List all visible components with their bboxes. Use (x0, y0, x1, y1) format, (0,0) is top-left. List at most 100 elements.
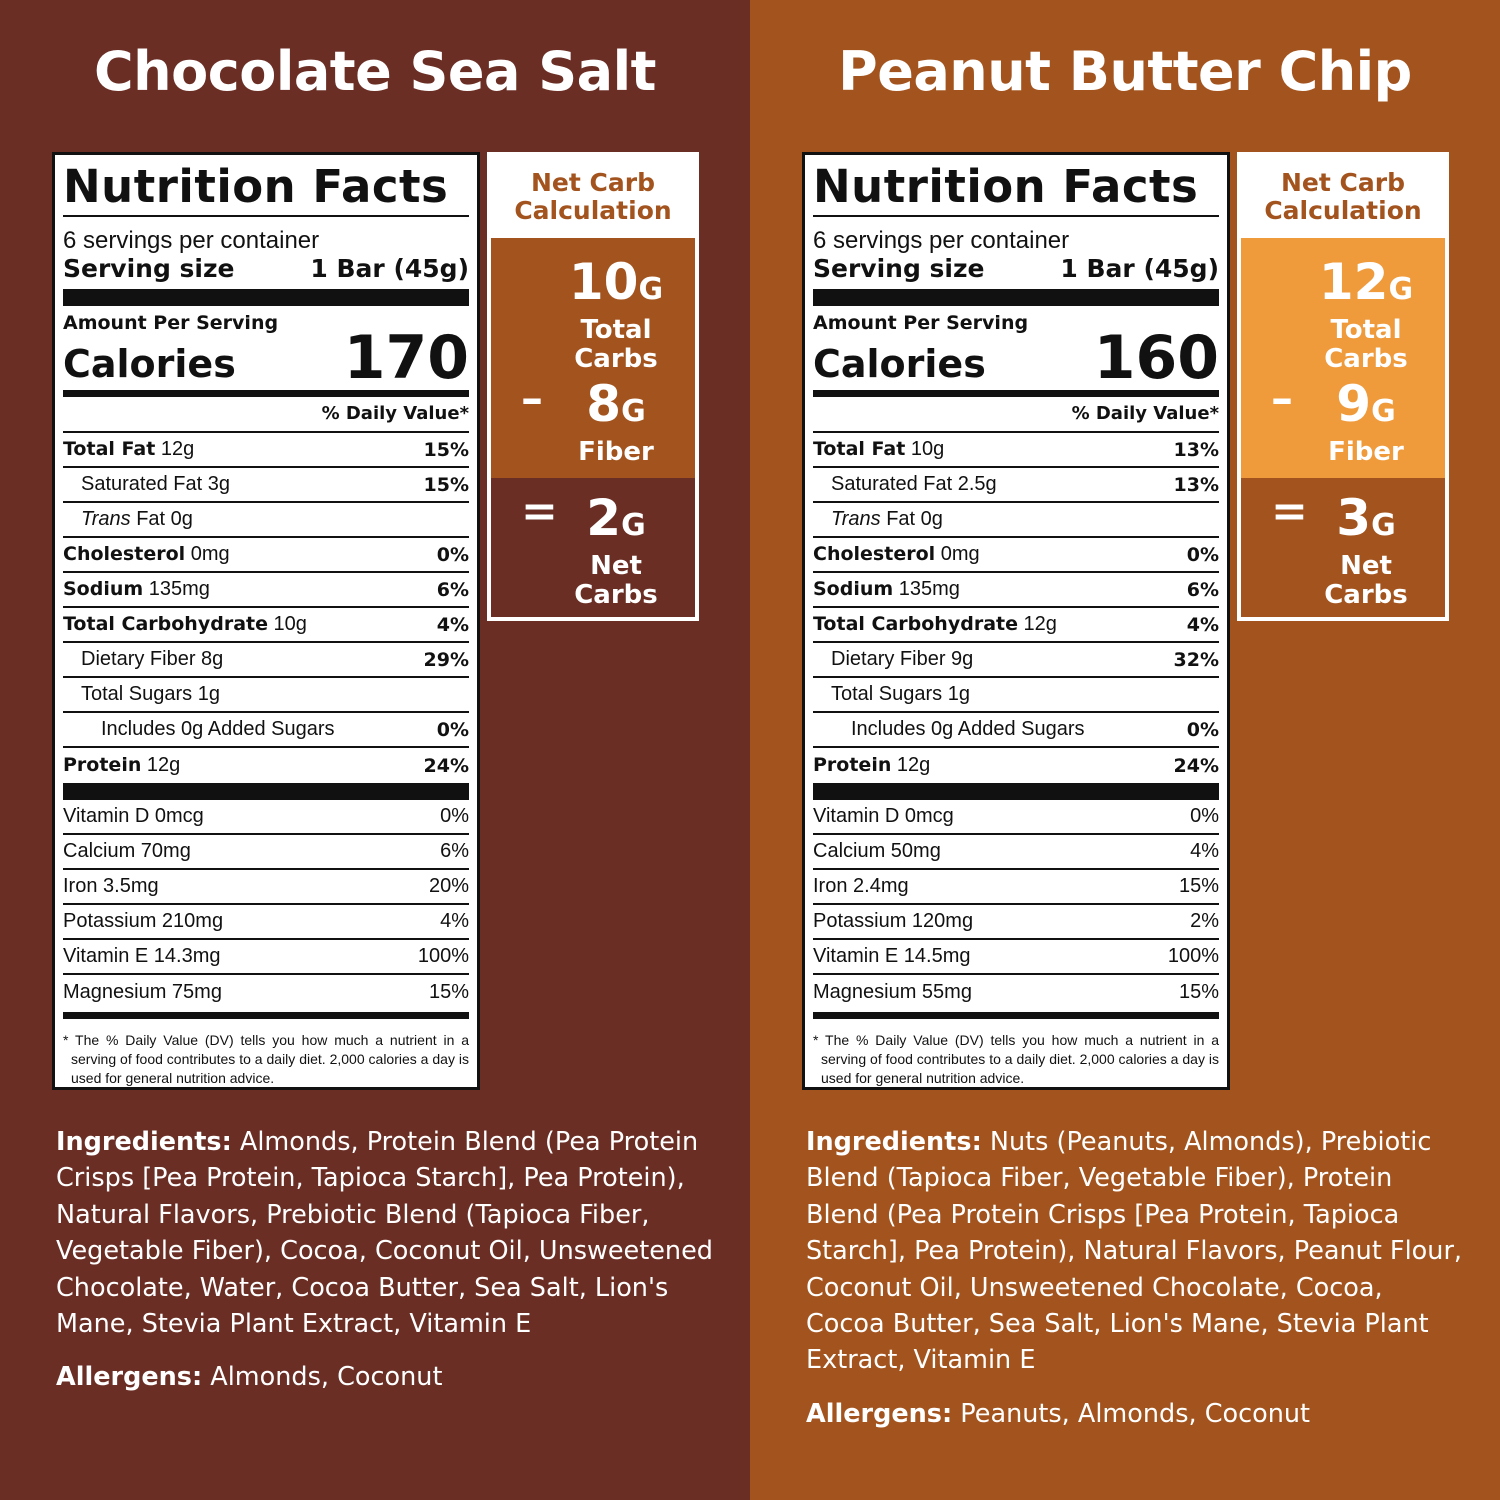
net-carb-calculation: Net Carb Calculation 12G Total Carbs – 9G… (1237, 152, 1449, 621)
nutrient-label: Cholesterol 0mg (63, 543, 230, 566)
nutrition-facts-title: Nutrition Facts (63, 159, 469, 217)
vitamin-amount: Calcium 50mg (813, 840, 941, 862)
fiber: 9G Fiber (1301, 378, 1431, 467)
allergens-label: Allergens: (56, 1362, 203, 1392)
calories-value: 170 (343, 323, 469, 393)
serving-size-label: Serving size (63, 254, 235, 283)
product-panel: Peanut Butter Chip Nutrition Facts 6 ser… (750, 0, 1500, 1500)
nutrient-row: Total Carbohydrate 10g 4% (63, 608, 469, 643)
daily-value: 13% (1173, 438, 1219, 461)
nutrient-name: Protein (813, 754, 892, 776)
daily-value: 6% (1186, 578, 1219, 601)
nutrient-amount: 135mg (148, 578, 210, 600)
amount-per-serving: Amount Per Serving (63, 312, 279, 334)
allergens-text: Almonds, Coconut (210, 1362, 443, 1392)
ingredients-label: Ingredients: (56, 1127, 232, 1157)
ingredients-text: Almonds, Protein Blend (Pea Protein Cris… (56, 1127, 713, 1340)
daily-value-header: % Daily Value* (63, 397, 469, 433)
daily-value: 6% (436, 578, 469, 601)
nutrient-label: Trans Fat 0g (63, 508, 193, 531)
daily-value: 100% (417, 945, 469, 967)
net-carb-heading: Net Carb Calculation (1264, 168, 1422, 225)
vitamin-amount: Calcium 70mg (63, 840, 191, 862)
vitamin-row: Potassium 210mg 4% (63, 905, 469, 940)
divider (813, 289, 1219, 306)
nutrient-name: Protein (63, 754, 142, 776)
daily-value: 0% (436, 718, 469, 741)
calories-label: Calories (63, 342, 236, 386)
vitamin-amount: Iron 2.4mg (813, 875, 909, 897)
vitamin-row: Iron 2.4mg 15% (813, 870, 1219, 905)
nutrient-italic: Trans (81, 508, 131, 530)
total-carbs-value: 10 (568, 253, 639, 311)
allergens: Allergens: Almonds, Coconut (56, 1359, 716, 1395)
vitamin-row: Potassium 120mg 2% (813, 905, 1219, 940)
vitamin-amount: Vitamin D 0mcg (813, 805, 954, 827)
vitamin-amount: Iron 3.5mg (63, 875, 159, 897)
total-carbs: 10G Total Carbs (551, 256, 681, 374)
nutrient-label: Dietary Fiber 9g (813, 648, 973, 671)
total-carbs-value: 12 (1318, 253, 1389, 311)
nutrient-label: Sodium 135mg (813, 578, 960, 601)
nutrient-label: Total Sugars 1g (813, 683, 970, 706)
nutrient-row: Includes 0g Added Sugars 0% (813, 713, 1219, 748)
nutrient-label: Total Fat 12g (63, 438, 194, 461)
serving-size: Serving size 1 Bar (45g) (63, 255, 469, 283)
nutrient-amount: 12g (896, 754, 931, 776)
allergens-label: Allergens: (806, 1399, 953, 1429)
nutrient-row: Dietary Fiber 8g 29% (63, 643, 469, 678)
servings-per-container: 6 servings per container (63, 227, 320, 254)
divider (63, 1012, 469, 1019)
ingredients: Ingredients: Nuts (Peanuts, Almonds), Pr… (806, 1124, 1466, 1379)
nutrient-name: Total Carbohydrate (813, 613, 1018, 635)
nutrient-row: Total Fat 10g 13% (813, 433, 1219, 468)
total-carbs-label: Total Carbs (574, 315, 658, 374)
vitamin-amount: Potassium 210mg (63, 910, 224, 932)
nutrient-row: Total Sugars 1g (813, 678, 1219, 713)
nutrient-name: Total Fat (63, 438, 156, 460)
unit: G (621, 394, 646, 429)
net-carbs-label: Net Carbs (1324, 551, 1408, 610)
nutrient-row: Dietary Fiber 9g 32% (813, 643, 1219, 678)
daily-value: 0% (1190, 805, 1219, 827)
nutrient-row: Includes 0g Added Sugars 0% (63, 713, 469, 748)
vitamin-row: Calcium 50mg 4% (813, 835, 1219, 870)
vitamin-row: Magnesium 75mg 15% (63, 975, 469, 1010)
nutrient-amount: 12g (146, 754, 181, 776)
fiber-label: Fiber (578, 437, 654, 467)
daily-value: 15% (423, 473, 469, 496)
divider (63, 783, 469, 800)
calories: Calories 160 (813, 328, 1219, 388)
daily-value: 100% (1167, 945, 1219, 967)
nutrient-amount: Total Sugars 1g (81, 683, 220, 705)
nutrient-italic: Trans (831, 508, 881, 530)
daily-value: 0% (440, 805, 469, 827)
equals-sign: = (1271, 486, 1308, 537)
daily-value: 6% (440, 840, 469, 862)
vitamin-row: Vitamin D 0mcg 0% (813, 800, 1219, 835)
vitamin-row: Iron 3.5mg 20% (63, 870, 469, 905)
allergens: Allergens: Peanuts, Almonds, Coconut (806, 1396, 1466, 1432)
vitamin-row: Vitamin E 14.3mg 100% (63, 940, 469, 975)
ingredients: Ingredients: Almonds, Protein Blend (Pea… (56, 1124, 716, 1342)
nutrient-label: Total Carbohydrate 12g (813, 613, 1057, 636)
nutrient-label: Saturated Fat 2.5g (813, 473, 997, 496)
product-title: Peanut Butter Chip (838, 40, 1412, 103)
nutrient-amount: 12g (160, 438, 195, 460)
nutrient-label: Total Carbohydrate 10g (63, 613, 307, 636)
vitamin-amount: Vitamin D 0mcg (63, 805, 204, 827)
serving-size: Serving size 1 Bar (45g) (813, 255, 1219, 283)
fiber: 8G Fiber (551, 378, 681, 467)
nutrient-amount: Includes 0g Added Sugars (101, 718, 335, 740)
ingredients-label: Ingredients: (806, 1127, 982, 1157)
net-carbs: 3G Net Carbs (1301, 492, 1431, 610)
vitamin-row: Magnesium 55mg 15% (813, 975, 1219, 1010)
daily-value: 13% (1173, 473, 1219, 496)
unit: G (1388, 272, 1414, 307)
daily-value: 0% (436, 543, 469, 566)
nutrient-amount: Fat 0g (886, 508, 943, 530)
daily-value: 0% (1186, 543, 1219, 566)
nutrient-label: Total Sugars 1g (63, 683, 220, 706)
nutrient-amount: 10g (273, 613, 307, 635)
daily-value: 15% (428, 981, 469, 1003)
